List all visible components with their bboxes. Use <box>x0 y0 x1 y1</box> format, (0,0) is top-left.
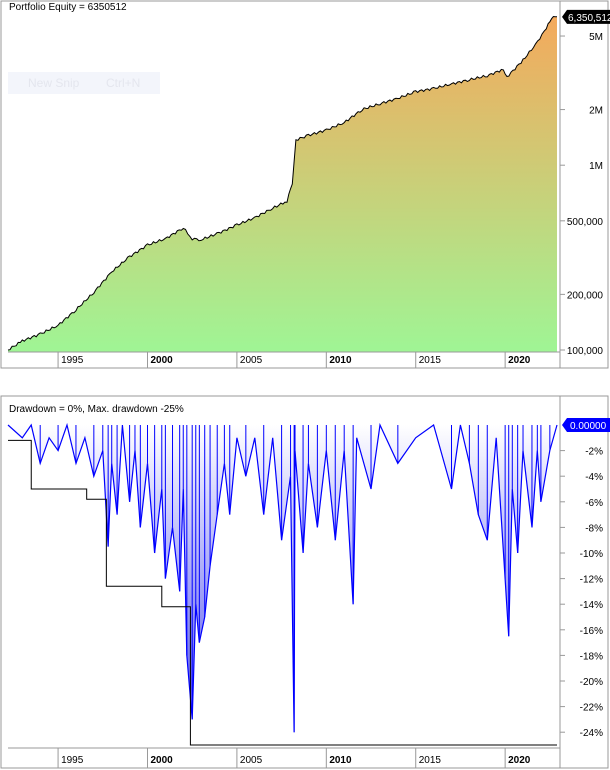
y-tick-label: -16% <box>580 626 603 637</box>
drawdown-title: Drawdown = 0%, Max. drawdown -25% <box>9 404 184 415</box>
x-tick-label: 1995 <box>61 355 84 366</box>
x-tick-label: 1995 <box>61 755 84 766</box>
y-tick-label: -18% <box>580 651 603 662</box>
y-tick-label: 500,000 <box>567 217 604 228</box>
y-tick-label: -12% <box>580 575 603 586</box>
equity-chart: 100,000 200,000 500,000 1M 2M 5M 1995 2000 2005 2… <box>0 0 610 369</box>
max-drawdown-line <box>8 439 557 746</box>
snip-label: New Snip <box>28 76 80 90</box>
equity-title: Portfolio Equity = 6350512 <box>9 2 127 13</box>
drawdown-line <box>7 422 558 733</box>
y-tick-label: 1M <box>589 161 603 172</box>
y-tick-label: 200,000 <box>567 290 604 301</box>
drawdown-chart: -2% -4% -6% -8% -10% -12% -14% -16% -18% -20% -22%… <box>0 395 610 769</box>
y-tick-label: 100,000 <box>567 346 604 357</box>
snip-shortcut: Ctrl+N <box>106 76 141 90</box>
last-value-label: 0.00000 <box>570 421 607 432</box>
y-tick-label: -2% <box>585 447 603 458</box>
x-tick-label: 2015 <box>419 355 442 366</box>
x-tick-label: 2015 <box>419 755 442 766</box>
x-tick-label: 2020 <box>508 755 531 766</box>
y-tick-label: -24% <box>580 728 603 739</box>
x-tick-label: 2010 <box>329 355 352 366</box>
y-tick-label: 2M <box>589 106 603 117</box>
x-tick-label: 2005 <box>240 755 263 766</box>
new-snip-overlay[interactable]: New Snip Ctrl+N <box>8 72 160 94</box>
y-tick-label: -8% <box>585 523 603 534</box>
drawdown-panel-border <box>0 395 609 769</box>
y-tick-label: -6% <box>585 498 603 509</box>
y-tick-label: -10% <box>580 549 603 560</box>
equity-area <box>8 16 557 352</box>
last-value-badge <box>562 418 610 432</box>
last-value-badge <box>562 9 610 24</box>
y-tick-label: -22% <box>580 703 603 714</box>
equity-line <box>7 15 558 351</box>
y-tick-label: -14% <box>580 600 603 611</box>
equity-panel-border <box>0 0 609 369</box>
x-tick-label: 2020 <box>508 355 531 366</box>
y-tick-label: -20% <box>580 677 603 688</box>
x-tick-label: 2000 <box>150 755 173 766</box>
x-tick-label: 2005 <box>240 355 263 366</box>
drawdown-area <box>8 425 557 733</box>
y-tick-label: -4% <box>585 472 603 483</box>
x-tick-label: 2010 <box>329 755 352 766</box>
x-tick-label: 2000 <box>150 355 173 366</box>
y-tick-label: 5M <box>589 32 603 43</box>
last-value-label: 6,350,512 <box>568 13 610 24</box>
